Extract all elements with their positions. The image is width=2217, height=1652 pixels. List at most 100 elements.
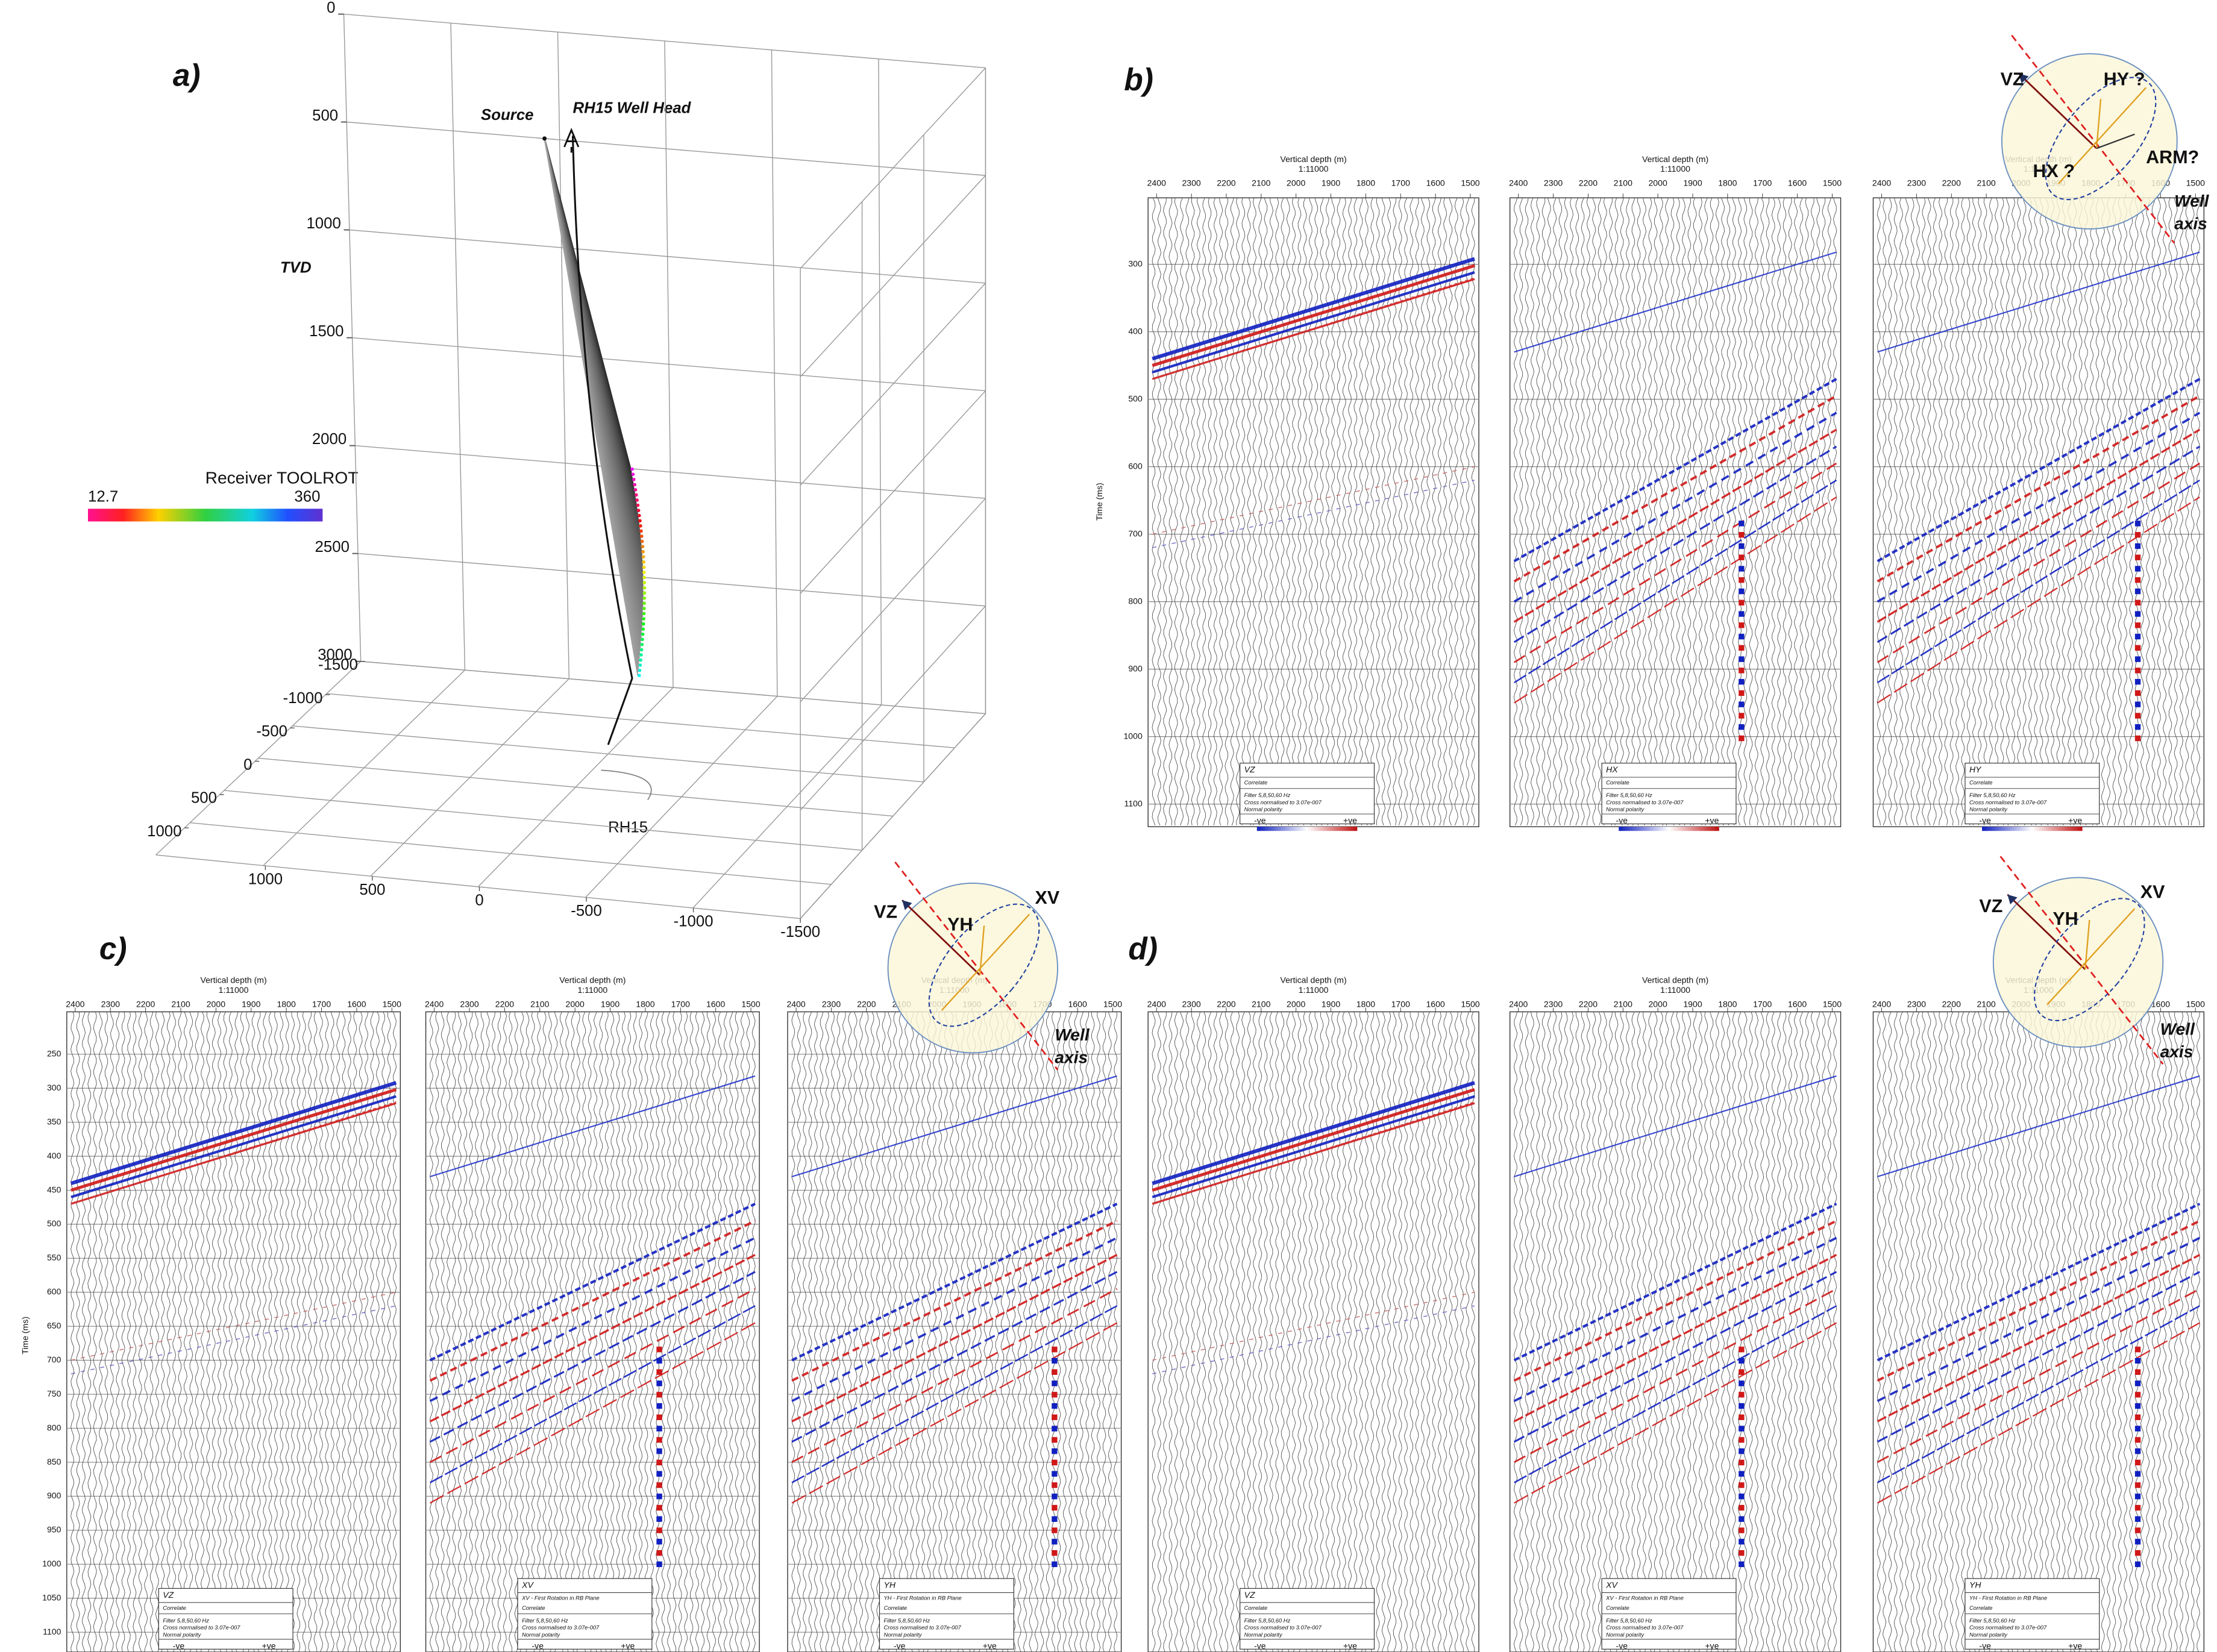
x-tick-label: 2200 — [857, 999, 876, 1009]
trace — [910, 1012, 914, 1652]
panel-label: c) — [99, 931, 127, 966]
diagram-label: XV — [1035, 887, 1060, 908]
trace — [1023, 1012, 1027, 1652]
trace — [656, 1012, 660, 1652]
trace — [2185, 198, 2189, 825]
event — [1877, 251, 2200, 353]
receiver — [635, 498, 639, 502]
trace — [2129, 198, 2133, 825]
trace — [1460, 198, 1464, 825]
receiver — [636, 503, 640, 507]
diagram-label: VZ — [2001, 69, 2024, 90]
trace — [1157, 198, 1161, 825]
legend-line: Cross normalised to 3.07e-007 — [1606, 799, 1684, 806]
event — [1739, 1482, 1745, 1488]
event — [2134, 1369, 2141, 1375]
trace — [927, 1012, 931, 1652]
trace — [2196, 1012, 2200, 1652]
legend-line: Filter 5,8,50,60 Hz — [1969, 1618, 2016, 1624]
legend: XV XV - First Rotation in RB Plane Correla… — [517, 1578, 653, 1650]
trace — [2095, 1012, 2099, 1652]
x-axis-title: Vertical depth (m) — [559, 975, 626, 985]
legend-component: XV — [1605, 1580, 1618, 1589]
trace — [1888, 198, 1892, 825]
trace — [1337, 1012, 1341, 1652]
trace — [1040, 1012, 1044, 1652]
x-tick-label: 2100 — [1252, 178, 1270, 188]
tvd-tick-label: 1500 — [309, 323, 343, 340]
event — [1877, 462, 2201, 663]
trace — [1738, 198, 1742, 825]
trace — [1899, 1012, 1904, 1652]
event — [1514, 1305, 1837, 1484]
event — [1052, 1561, 1058, 1568]
x-tick-label: 1800 — [277, 999, 295, 1009]
trace — [1091, 1012, 1095, 1652]
trace — [1387, 1012, 1391, 1652]
traces — [70, 1012, 397, 1652]
y-tick-label: 500 — [47, 1219, 61, 1228]
gather: Vertical depth (m)1:11000 2400 2300 2200 210… — [425, 975, 760, 1652]
trace — [1415, 1012, 1419, 1652]
trace — [1749, 1012, 1753, 1652]
x-tick-label: 2400 — [66, 999, 84, 1009]
x-tick-label: 1500 — [1103, 999, 1122, 1009]
legend-line: Cross normalised to 3.07e-007 — [1244, 1625, 1322, 1631]
event — [1877, 445, 2201, 643]
y-tick-label: 350 — [47, 1116, 61, 1126]
x-tick-label: 1900 — [1683, 999, 1702, 1009]
y-tick-label: 1100 — [43, 1627, 61, 1636]
x-tick-label: 2200 — [1579, 999, 1598, 1009]
event — [2134, 633, 2141, 640]
trace — [1275, 1012, 1279, 1652]
legend-line: Filter 5,8,50,60 Hz — [884, 1618, 930, 1624]
trace — [2039, 198, 2043, 825]
traces — [1877, 1012, 2201, 1652]
trace — [1961, 198, 1965, 825]
x-tick-label: 1700 — [671, 999, 690, 1009]
x-tick-label: 2000 — [1649, 178, 1667, 188]
receiver — [642, 560, 646, 564]
trace — [2095, 198, 2099, 825]
event — [656, 1437, 662, 1443]
legend-line: Cross normalised to 3.07e-007 — [884, 1625, 962, 1631]
x-tick-label: 1600 — [1426, 999, 1444, 1009]
trace — [893, 1012, 897, 1652]
legend-line: XV - First Rotation in RB Plane — [521, 1595, 600, 1601]
legend-line: Cross normalised to 3.07e-007 — [1606, 1625, 1684, 1631]
trace — [1642, 198, 1646, 825]
receiver — [639, 529, 643, 533]
trace — [1191, 1012, 1195, 1652]
trace — [1432, 198, 1436, 825]
trace — [1687, 1012, 1692, 1652]
trace — [1586, 198, 1590, 825]
y-tick-label: 500 — [1128, 393, 1143, 403]
trace — [1437, 1012, 1441, 1652]
trace — [1420, 1012, 1425, 1652]
event — [1739, 566, 1745, 572]
trace — [1905, 198, 1909, 825]
trace — [206, 1012, 210, 1652]
legend-line: Filter 5,8,50,60 Hz — [522, 1618, 568, 1624]
event — [71, 1095, 397, 1198]
trace — [1816, 198, 1820, 825]
receiver — [635, 493, 638, 497]
y-axis-title: Time (ms) — [1094, 483, 1104, 521]
legend: YH YH - First Rotation in RB Plane Correla… — [1965, 1578, 2100, 1650]
event — [656, 1561, 662, 1568]
trace — [1933, 1012, 1937, 1652]
trace — [825, 1012, 829, 1652]
trace — [1191, 198, 1195, 825]
trace — [746, 1012, 750, 1652]
diagram-label: HY ? — [2104, 69, 2145, 90]
trace — [548, 1012, 552, 1652]
event — [1052, 1482, 1058, 1488]
trace — [1955, 1012, 1960, 1652]
trace — [565, 1012, 569, 1652]
x-tick-label: 2300 — [1182, 999, 1200, 1009]
trace — [803, 1012, 807, 1652]
arm-arrow — [2096, 133, 2135, 149]
x-tick-label: 2300 — [101, 999, 120, 1009]
